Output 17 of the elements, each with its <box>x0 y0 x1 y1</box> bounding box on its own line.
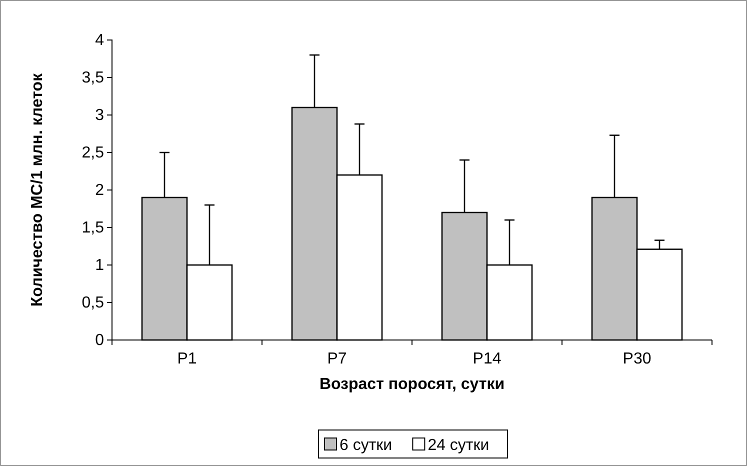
y-tick-label: 1 <box>95 257 104 274</box>
x-axis-title: Возраст поросят, сутки <box>319 376 505 393</box>
legend-label: 24 сутки <box>428 437 490 454</box>
y-tick-label: 0 <box>95 332 104 350</box>
x-tick-label: P7 <box>327 350 347 368</box>
y-axis-title: Количество МС/1 млн. клеток <box>29 72 46 307</box>
y-tick-label: 2 <box>95 182 104 200</box>
y-tick-label: 4 <box>95 32 104 50</box>
x-tick-label: P14 <box>472 350 502 368</box>
x-tick-label: P30 <box>622 350 652 368</box>
y-tick-label: 3 <box>95 107 104 124</box>
legend-label: 6 сутки <box>340 437 392 454</box>
x-tick-label: P1 <box>177 350 197 368</box>
y-tick-label: 0,5 <box>82 294 104 312</box>
y-tick-label: 2,5 <box>82 144 104 162</box>
y-tick-label: 3,5 <box>82 70 104 87</box>
y-tick-label: 1,5 <box>82 220 104 237</box>
